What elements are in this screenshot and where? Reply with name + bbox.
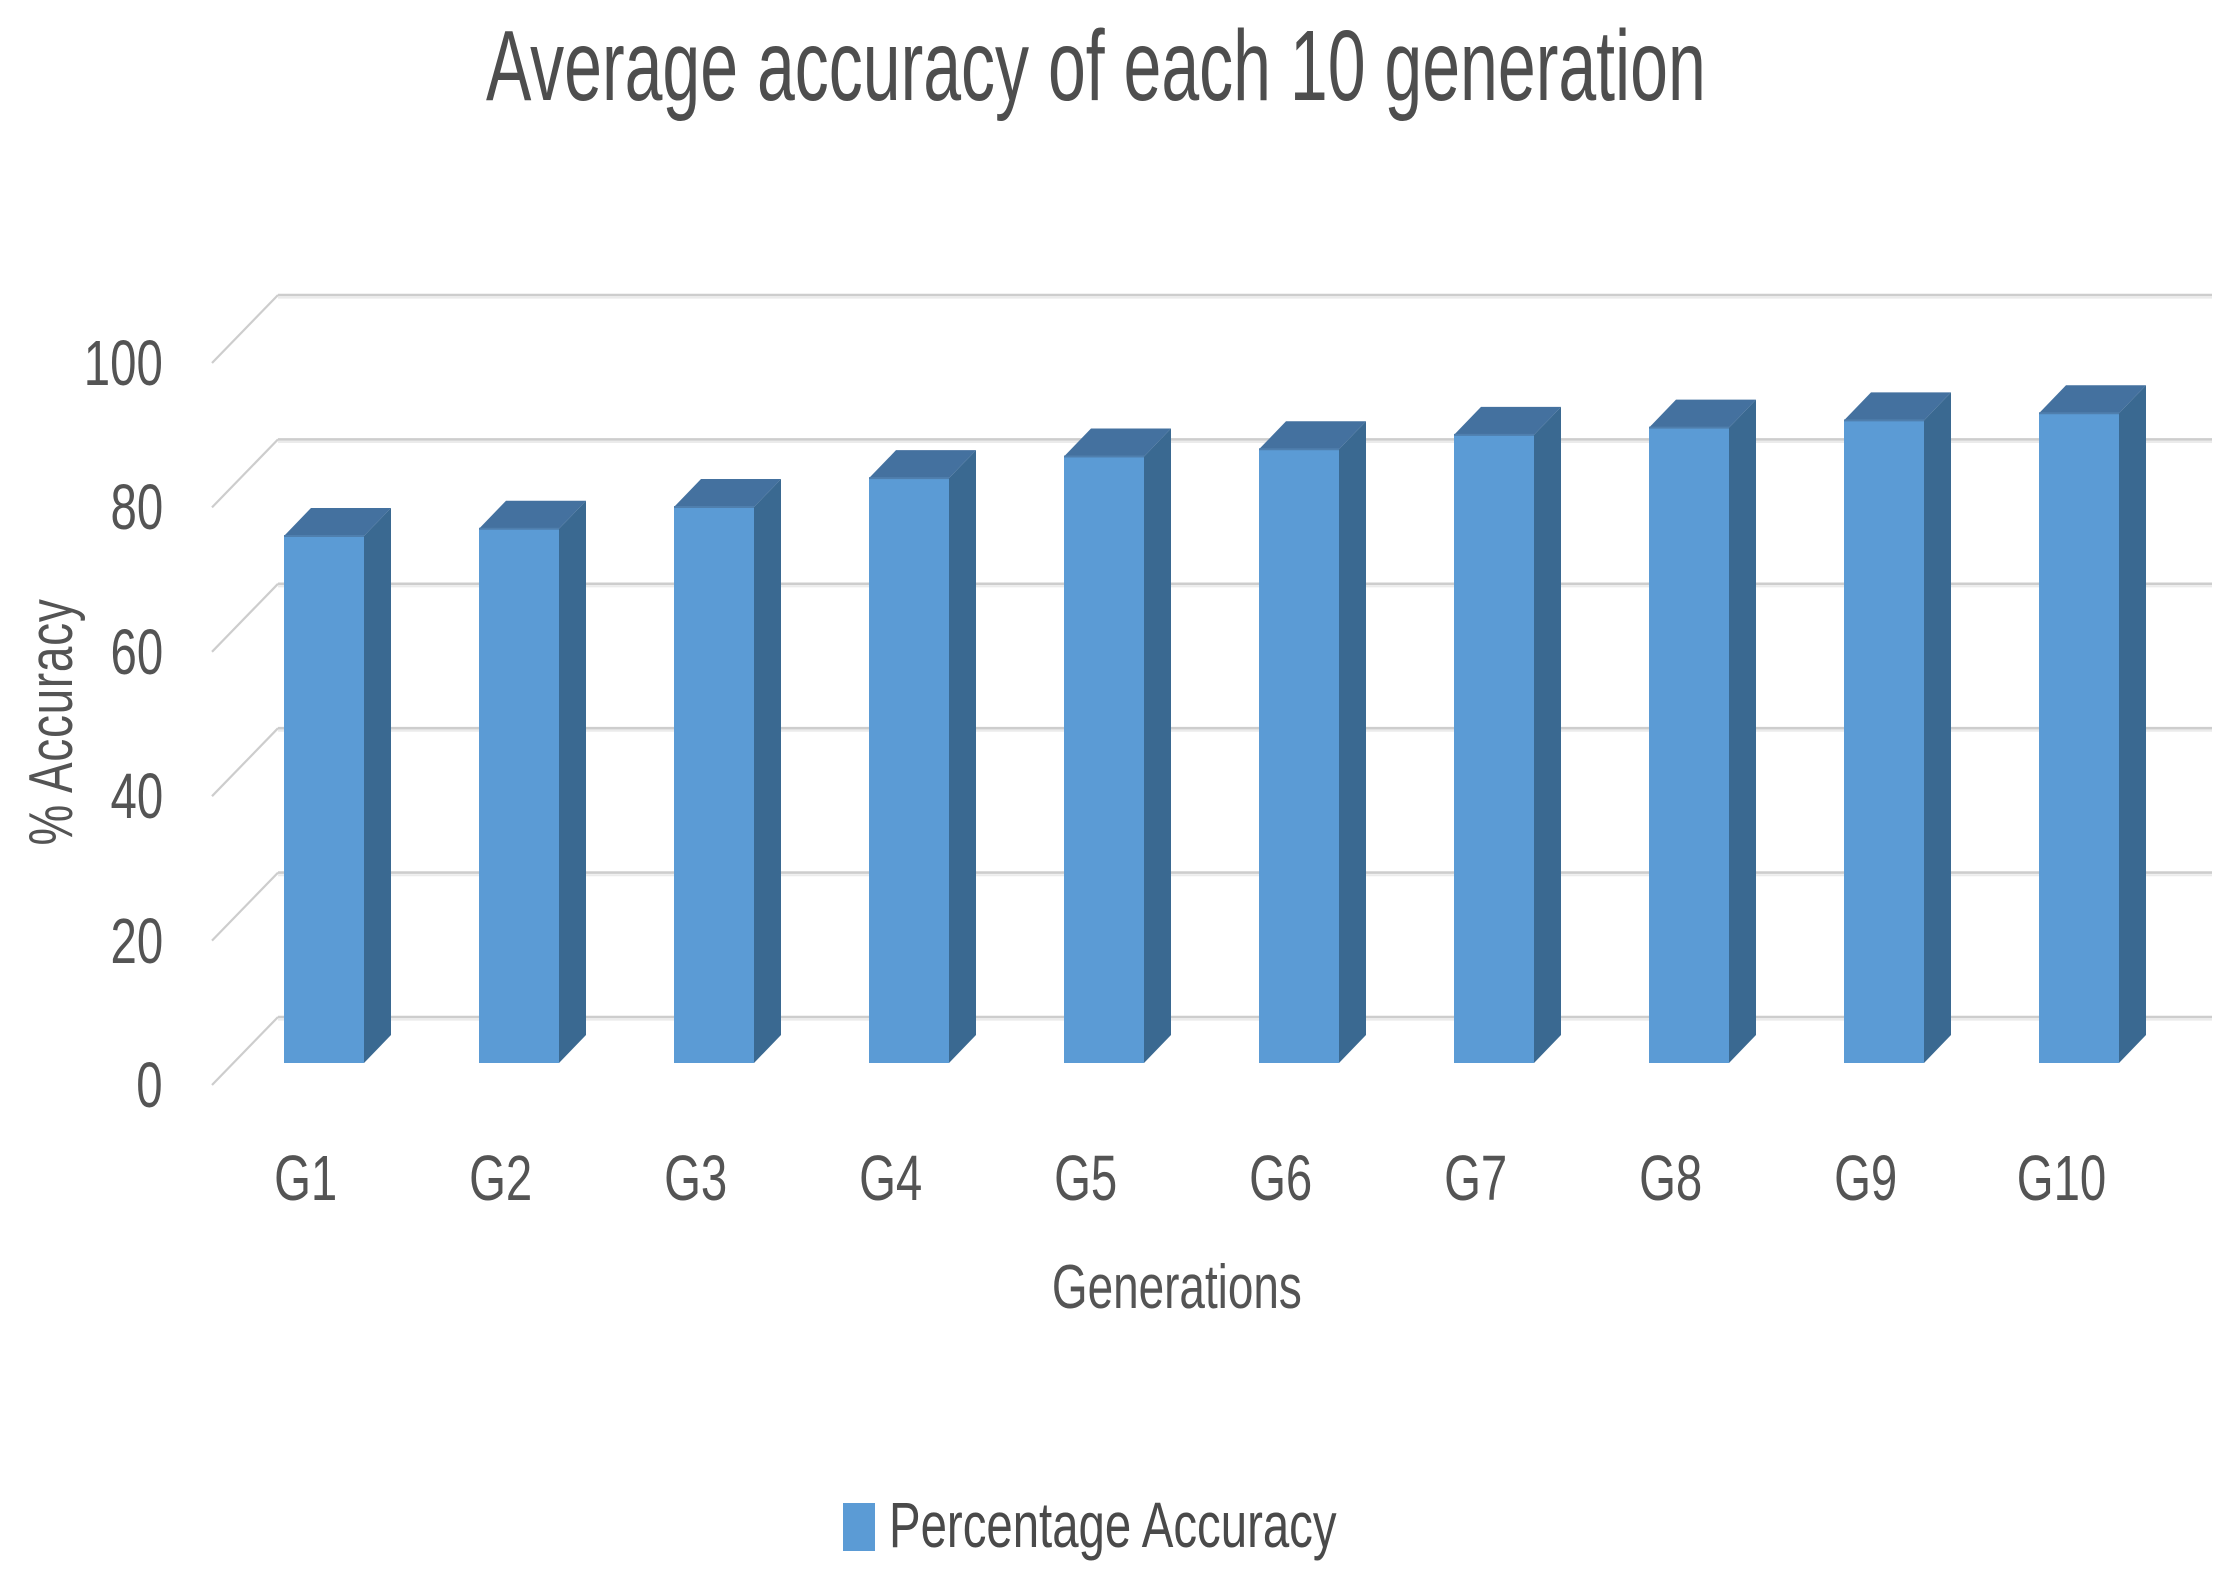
x-category-label-G9: G9 xyxy=(1768,1145,1964,1211)
bar-G1-front xyxy=(284,535,364,1063)
tick-diagonal-20 xyxy=(211,871,279,942)
bar-G9-top xyxy=(1844,392,1951,421)
x-category-text-G9: G9 xyxy=(1834,1142,1898,1214)
bar-G3-top xyxy=(674,479,781,508)
bar-G6-front xyxy=(1259,449,1339,1063)
bar-G10-top xyxy=(2039,385,2146,414)
tick-diagonal-0 xyxy=(211,1016,279,1086)
tick-diagonal-100 xyxy=(211,294,279,364)
tick-diagonal-80 xyxy=(211,438,279,509)
x-category-text-G8: G8 xyxy=(1639,1142,1703,1214)
x-category-text-G10: G10 xyxy=(2016,1142,2106,1214)
y-tick-text-40: 40 xyxy=(110,760,163,833)
y-tick-text-100: 100 xyxy=(83,327,163,399)
x-category-label-G4: G4 xyxy=(793,1145,989,1211)
bar-G6-top xyxy=(1259,421,1366,450)
x-category-text-G4: G4 xyxy=(859,1142,923,1214)
y-tick-text-20: 20 xyxy=(110,904,163,977)
x-category-label-G2: G2 xyxy=(403,1145,599,1211)
tick-diagonal-60 xyxy=(211,583,279,653)
y-tick-label-60: 60 xyxy=(0,619,163,685)
bar-G5-top xyxy=(1064,428,1171,457)
bar-G5-front xyxy=(1064,456,1144,1063)
y-tick-text-80: 80 xyxy=(110,471,163,544)
bar-G2-front xyxy=(479,528,559,1063)
bar-G7-side xyxy=(1534,406,1561,1063)
bar-G9-front xyxy=(1844,420,1924,1063)
x-category-text-G5: G5 xyxy=(1054,1142,1118,1214)
bar-G10-front xyxy=(2039,413,2119,1063)
bar-G8-top xyxy=(1649,399,1756,428)
chart-title: Average accuracy of each 10 generation xyxy=(0,14,2192,118)
x-axis-title-text: Generations xyxy=(1052,1253,1302,1322)
x-category-label-G3: G3 xyxy=(598,1145,794,1211)
bar-G4-front xyxy=(869,478,949,1063)
legend: Percentage Accuracy xyxy=(843,1493,1494,1557)
bar-G1-top xyxy=(284,507,391,536)
bar-G6-side xyxy=(1339,421,1366,1063)
x-category-label-G10: G10 xyxy=(1963,1145,2159,1211)
x-category-label-G5: G5 xyxy=(988,1145,1184,1211)
legend-label: Percentage Accuracy xyxy=(889,1493,1494,1557)
chart-title-text: Average accuracy of each 10 generation xyxy=(486,10,1706,122)
x-category-text-G7: G7 xyxy=(1444,1142,1508,1214)
y-tick-label-80: 80 xyxy=(0,474,163,540)
y-tick-label-0: 0 xyxy=(0,1052,163,1118)
y-tick-label-100: 100 xyxy=(0,330,163,396)
x-category-label-G1: G1 xyxy=(208,1145,404,1211)
x-axis-title: Generations xyxy=(977,1256,1377,1320)
x-category-text-G2: G2 xyxy=(469,1142,533,1214)
bar-G3-front xyxy=(674,507,754,1063)
y-axis-title: % Accuracy xyxy=(17,555,86,889)
bar-G7-top xyxy=(1454,406,1561,435)
bar-G4-side xyxy=(949,450,976,1063)
x-category-label-G6: G6 xyxy=(1183,1145,1379,1211)
x-category-label-G8: G8 xyxy=(1573,1145,1769,1211)
legend-swatch xyxy=(843,1503,875,1551)
bar-G3-side xyxy=(754,479,781,1063)
bar-G5-side xyxy=(1144,428,1171,1063)
bar-G9-side xyxy=(1924,392,1951,1063)
x-category-text-G1: G1 xyxy=(274,1142,338,1214)
bar-G4-top xyxy=(869,450,976,479)
x-category-text-G6: G6 xyxy=(1249,1142,1313,1214)
bar-G8-side xyxy=(1729,399,1756,1063)
bar-G8-front xyxy=(1649,427,1729,1063)
bar-G2-side xyxy=(559,500,586,1064)
y-tick-label-40: 40 xyxy=(0,763,163,829)
x-category-label-G7: G7 xyxy=(1378,1145,1574,1211)
bar-G1-side xyxy=(364,507,391,1063)
y-tick-text-0: 0 xyxy=(136,1049,163,1121)
bar-G7-front xyxy=(1454,434,1534,1063)
y-tick-label-20: 20 xyxy=(0,908,163,974)
bar-G2-top xyxy=(479,500,586,529)
tick-diagonal-40 xyxy=(211,727,279,797)
legend-label-text: Percentage Accuracy xyxy=(889,1489,1337,1561)
x-category-text-G3: G3 xyxy=(664,1142,728,1214)
bar-G10-side xyxy=(2119,385,2146,1063)
y-tick-text-60: 60 xyxy=(110,615,163,688)
